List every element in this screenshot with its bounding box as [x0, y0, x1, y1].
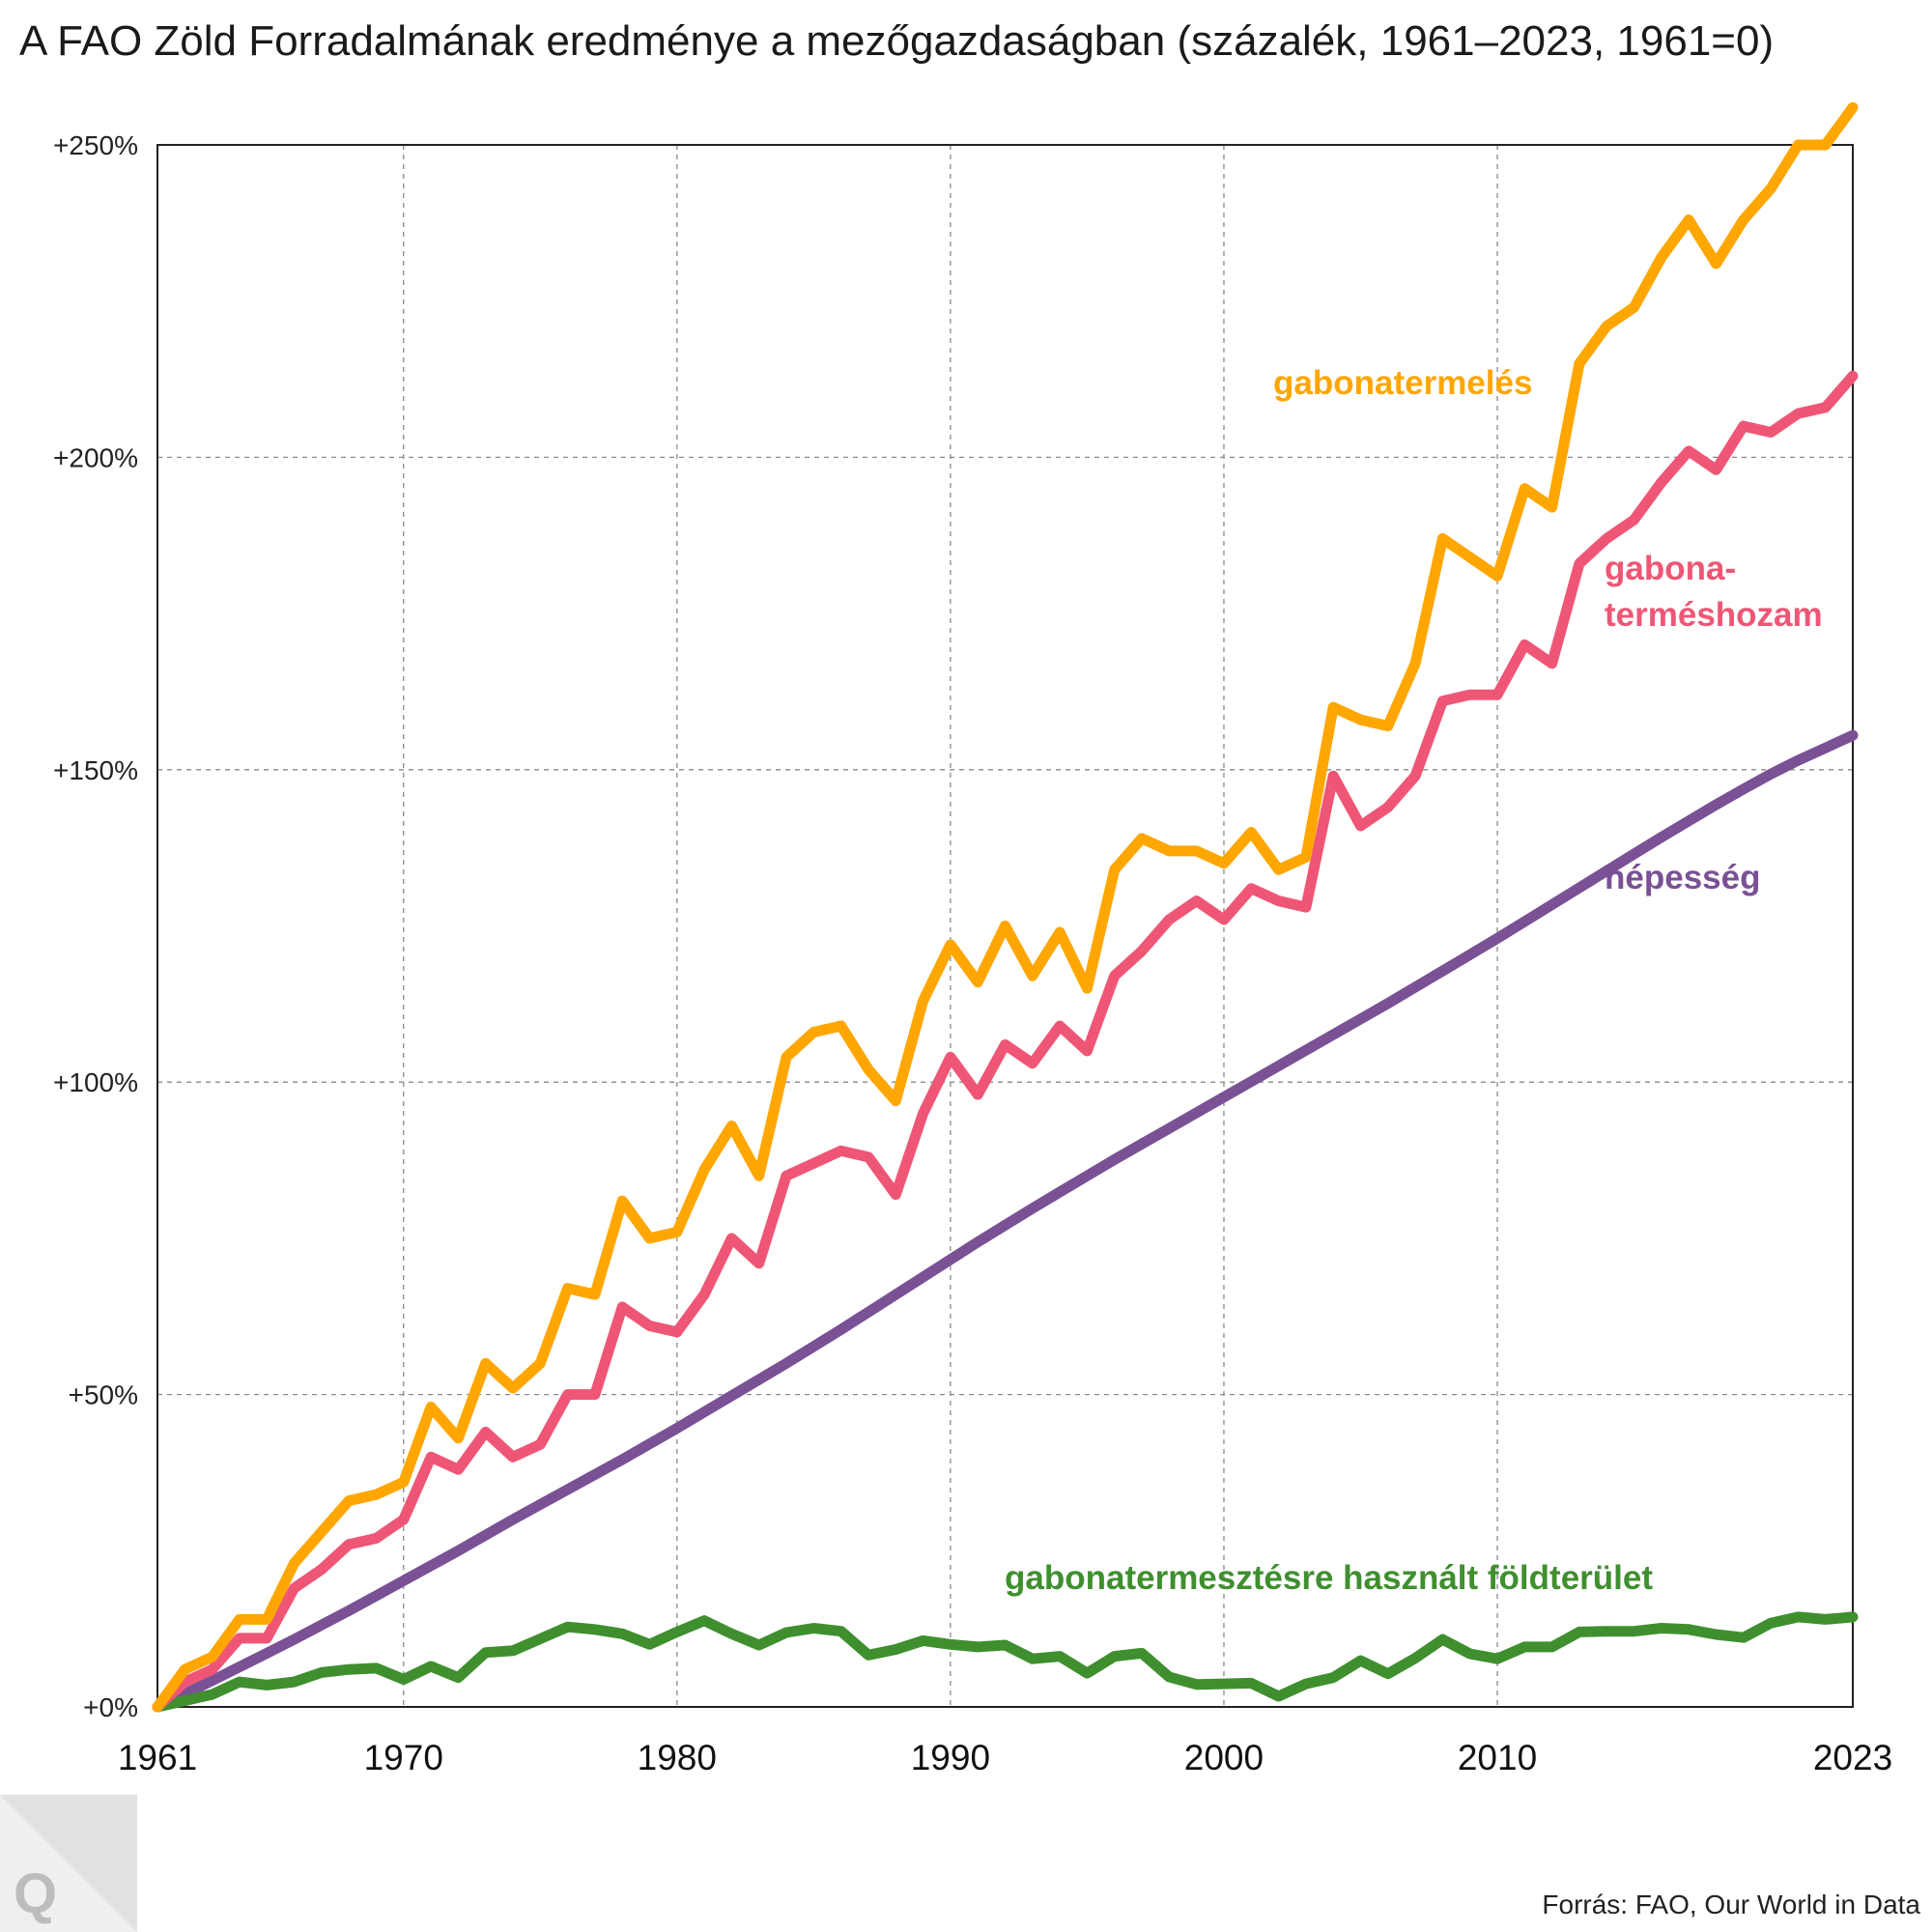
series-label-1: gabonatermelés — [1273, 364, 1532, 402]
series-line-1 — [152, 101, 1859, 1713]
series-label-2: gabona-terméshozam — [1605, 550, 1823, 634]
x-tick-label: 2000 — [1184, 1738, 1264, 1777]
x-tick-label: 1990 — [911, 1738, 990, 1777]
y-tick-label: +250% — [53, 130, 138, 160]
series-label-4: gabonatermesztésre használt földterület — [1005, 1559, 1653, 1597]
y-tick-label: +200% — [53, 442, 138, 472]
series-lines — [152, 101, 1859, 1713]
logo-letter: Q — [14, 1862, 57, 1925]
series-labels: gabonatermelés gabona-terméshozam népesség… — [1005, 364, 1823, 1597]
y-tick-label: +100% — [53, 1067, 138, 1097]
q-logo: Q — [0, 1795, 137, 1932]
series-line-4 — [152, 1611, 1859, 1713]
x-tick-label: 1980 — [638, 1738, 717, 1777]
grid — [157, 145, 1853, 1707]
series-label-3: népesség — [1605, 859, 1760, 896]
x-tick-label: 1961 — [118, 1738, 197, 1777]
plot-frame — [156, 144, 1854, 1708]
axes: +0% +50% +100% +150% +200% +250% 1961 1970 1980 1… — [53, 130, 1892, 1777]
y-tick-label: +50% — [69, 1380, 138, 1410]
x-tick-label: 2023 — [1813, 1738, 1892, 1777]
chart-title: A FAO Zöld Forradalmának eredménye a mez… — [19, 17, 1775, 65]
y-tick-label: +150% — [53, 755, 138, 785]
x-tick-label: 1970 — [364, 1738, 443, 1777]
source-note: Forrás: FAO, Our World in Data — [1542, 1889, 1920, 1919]
x-tick-label: 2010 — [1458, 1738, 1537, 1777]
logo-corner-fold — [0, 1795, 137, 1932]
series-line-3 — [152, 729, 1859, 1713]
y-tick-label: +0% — [83, 1692, 138, 1722]
series-line-2 — [152, 370, 1859, 1713]
